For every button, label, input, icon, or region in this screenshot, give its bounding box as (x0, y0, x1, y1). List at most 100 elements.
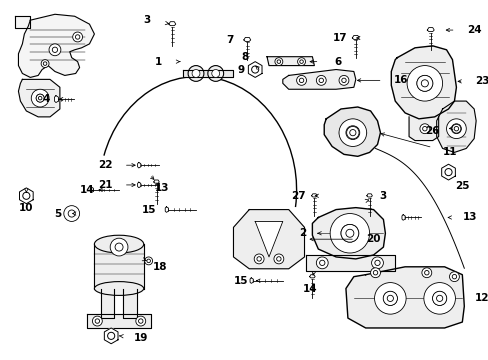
Circle shape (273, 254, 283, 264)
Polygon shape (312, 208, 385, 259)
Circle shape (23, 192, 30, 199)
Polygon shape (266, 57, 314, 66)
Circle shape (436, 295, 442, 301)
Text: 11: 11 (442, 147, 457, 157)
Text: 10: 10 (19, 203, 34, 213)
Text: 14: 14 (303, 284, 317, 293)
Circle shape (49, 44, 61, 56)
Circle shape (383, 292, 396, 305)
Circle shape (416, 75, 432, 91)
Polygon shape (123, 288, 137, 318)
Circle shape (43, 62, 47, 66)
Circle shape (345, 126, 359, 140)
Polygon shape (19, 80, 60, 117)
Circle shape (31, 89, 49, 107)
Polygon shape (282, 69, 355, 89)
Circle shape (136, 316, 145, 326)
Circle shape (146, 259, 150, 263)
Polygon shape (324, 107, 380, 156)
Circle shape (386, 295, 393, 301)
Text: 25: 25 (454, 181, 468, 191)
Circle shape (316, 76, 325, 85)
Polygon shape (168, 22, 175, 26)
Circle shape (422, 126, 426, 131)
Text: 17: 17 (332, 33, 346, 43)
Text: 8: 8 (241, 52, 248, 62)
Text: 19: 19 (133, 333, 148, 343)
Text: 16: 16 (393, 75, 407, 85)
Circle shape (274, 58, 282, 66)
Circle shape (92, 316, 102, 326)
Polygon shape (244, 37, 250, 41)
Text: 26: 26 (425, 126, 439, 136)
Polygon shape (401, 215, 404, 220)
Circle shape (424, 270, 428, 275)
Circle shape (68, 210, 75, 217)
Circle shape (115, 243, 123, 251)
Circle shape (38, 96, 42, 100)
Circle shape (251, 66, 258, 73)
Text: 3: 3 (143, 15, 150, 25)
Circle shape (297, 58, 305, 66)
Circle shape (75, 35, 80, 39)
Polygon shape (427, 28, 433, 32)
Circle shape (316, 257, 327, 269)
Circle shape (421, 80, 427, 87)
Text: 24: 24 (466, 25, 481, 35)
Circle shape (211, 69, 219, 77)
Circle shape (372, 270, 377, 275)
Circle shape (450, 124, 460, 134)
Circle shape (52, 47, 58, 53)
Text: 4: 4 (42, 94, 50, 104)
Circle shape (110, 238, 128, 256)
Polygon shape (87, 314, 150, 328)
Circle shape (329, 213, 369, 253)
Polygon shape (249, 278, 253, 283)
Polygon shape (19, 14, 94, 77)
Text: 14: 14 (80, 185, 95, 195)
Circle shape (407, 66, 442, 101)
Circle shape (192, 69, 200, 77)
Circle shape (276, 257, 281, 261)
Text: 18: 18 (153, 262, 167, 272)
Text: 22: 22 (98, 160, 112, 170)
Polygon shape (104, 328, 118, 344)
Polygon shape (352, 36, 359, 40)
Text: 6: 6 (334, 57, 341, 67)
Circle shape (207, 66, 223, 81)
Circle shape (345, 229, 353, 237)
Text: 2: 2 (298, 228, 305, 238)
Polygon shape (233, 210, 304, 269)
Circle shape (318, 78, 323, 82)
Polygon shape (54, 96, 58, 103)
Circle shape (451, 274, 456, 279)
Text: 9: 9 (237, 64, 244, 75)
Text: 13: 13 (155, 183, 169, 193)
Circle shape (421, 268, 431, 278)
Circle shape (73, 32, 82, 42)
Circle shape (374, 260, 379, 266)
Text: 20: 20 (366, 234, 380, 244)
Ellipse shape (94, 282, 143, 296)
Text: 27: 27 (291, 191, 305, 201)
Polygon shape (137, 162, 141, 168)
Circle shape (444, 168, 451, 176)
Circle shape (383, 291, 397, 306)
Polygon shape (101, 288, 114, 318)
Polygon shape (255, 221, 282, 257)
Text: 3: 3 (379, 191, 386, 201)
Circle shape (277, 60, 280, 63)
Polygon shape (306, 255, 394, 271)
Circle shape (432, 292, 446, 305)
Polygon shape (20, 188, 33, 204)
Circle shape (138, 319, 142, 323)
Ellipse shape (94, 235, 143, 253)
Polygon shape (165, 207, 168, 212)
Polygon shape (90, 187, 93, 193)
Circle shape (340, 224, 358, 242)
Circle shape (41, 60, 49, 68)
Text: 21: 21 (98, 180, 112, 190)
Circle shape (349, 130, 355, 136)
Circle shape (448, 272, 458, 282)
Polygon shape (183, 69, 232, 77)
